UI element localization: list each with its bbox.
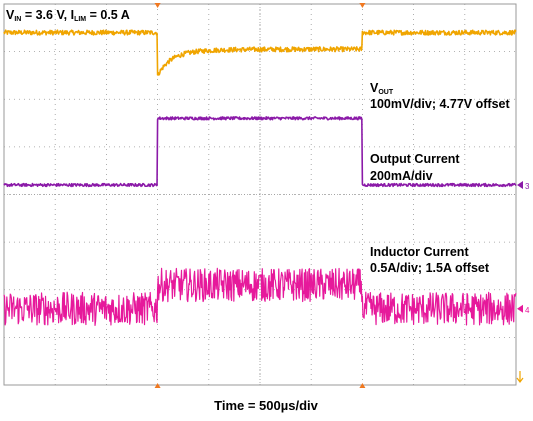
il-channel-number: 4 (525, 306, 530, 315)
condition-header: VIN = 3.6 V, ILIM = 0.5 A (6, 8, 130, 23)
trigger-marker-top (154, 3, 161, 8)
iout-channel-number: 3 (525, 182, 530, 191)
output-current-label: Output Current (370, 152, 460, 166)
iout-channel-marker (517, 180, 523, 189)
scope-grid (3, 3, 517, 386)
trigger-marker-top (359, 3, 366, 8)
scope-markers: 34 (154, 3, 530, 388)
trigger-marker-bottom (154, 383, 161, 388)
ground-arrow-icon (516, 371, 524, 383)
vout-scale-label: 100mV/div; 4.77V offset (370, 97, 510, 111)
trigger-marker-bottom (359, 383, 366, 388)
vout-trace (3, 29, 517, 76)
il-trace (3, 267, 517, 327)
output-current-scale-label: 200mA/div (370, 169, 433, 183)
iout-trace (3, 116, 517, 188)
inductor-current-label: Inductor Current (370, 245, 469, 259)
inductor-current-scale-label: 0.5A/div; 1.5A offset (370, 261, 490, 275)
il-channel-marker (517, 304, 523, 313)
x-axis-caption: Time = 500µs/div (214, 398, 318, 413)
vout-label: VOUT (370, 81, 394, 96)
scope-traces (3, 29, 517, 327)
